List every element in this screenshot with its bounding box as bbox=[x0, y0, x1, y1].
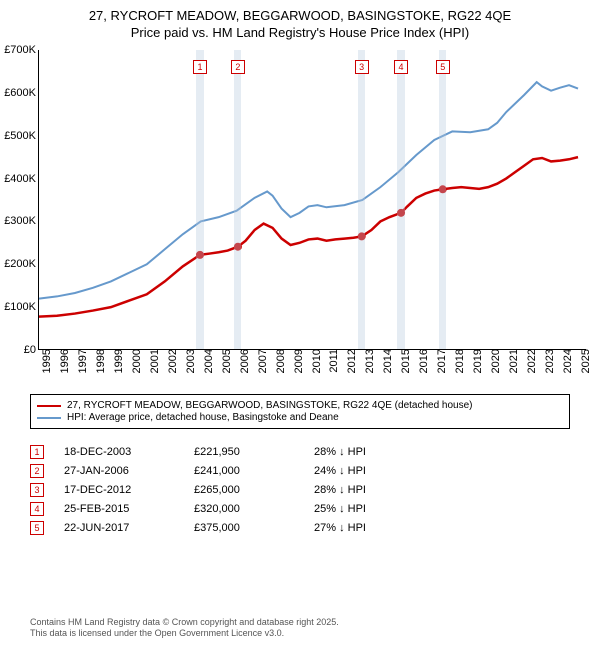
y-tick-label: £200K bbox=[4, 258, 39, 270]
marker-band bbox=[397, 50, 404, 349]
tx-delta: 28% ↓ HPI bbox=[314, 446, 434, 458]
tx-delta: 28% ↓ HPI bbox=[314, 484, 434, 496]
y-tick-label: £400K bbox=[4, 173, 39, 185]
x-tick-label: 1998 bbox=[93, 349, 107, 373]
tx-date: 27-JAN-2006 bbox=[64, 465, 194, 477]
title-line-2: Price paid vs. HM Land Registry's House … bbox=[0, 25, 600, 42]
title-line-1: 27, RYCROFT MEADOW, BEGGARWOOD, BASINGST… bbox=[0, 8, 600, 25]
x-tick-label: 2008 bbox=[273, 349, 287, 373]
tx-price: £265,000 bbox=[194, 484, 314, 496]
footer-attribution: Contains HM Land Registry data © Crown c… bbox=[30, 617, 339, 640]
legend-item-hpi: HPI: Average price, detached house, Basi… bbox=[37, 412, 563, 423]
tx-date: 17-DEC-2012 bbox=[64, 484, 194, 496]
x-tick-label: 2025 bbox=[578, 349, 592, 373]
tx-price: £320,000 bbox=[194, 503, 314, 515]
marker-box: 3 bbox=[355, 60, 369, 74]
tx-date: 18-DEC-2003 bbox=[64, 446, 194, 458]
marker-box: 2 bbox=[231, 60, 245, 74]
footer-line-2: This data is licensed under the Open Gov… bbox=[30, 628, 339, 640]
transaction-row: 5 22-JUN-2017£375,00027% ↓ HPI bbox=[30, 521, 570, 535]
x-tick-label: 2021 bbox=[506, 349, 520, 373]
tx-date: 22-JUN-2017 bbox=[64, 522, 194, 534]
y-tick-label: £300K bbox=[4, 215, 39, 227]
x-tick-label: 2012 bbox=[344, 349, 358, 373]
legend: 27, RYCROFT MEADOW, BEGGARWOOD, BASINGST… bbox=[30, 394, 570, 429]
x-tick-label: 2009 bbox=[291, 349, 305, 373]
tx-marker: 1 bbox=[30, 445, 44, 459]
legend-swatch-hpi bbox=[37, 417, 61, 419]
x-tick-label: 2015 bbox=[398, 349, 412, 373]
chart-title: 27, RYCROFT MEADOW, BEGGARWOOD, BASINGST… bbox=[0, 0, 600, 42]
x-tick-label: 2020 bbox=[488, 349, 502, 373]
x-tick-label: 2017 bbox=[434, 349, 448, 373]
marker-band bbox=[196, 50, 203, 349]
x-tick-label: 1995 bbox=[39, 349, 53, 373]
transaction-row: 4 25-FEB-2015£320,00025% ↓ HPI bbox=[30, 502, 570, 516]
tx-marker: 3 bbox=[30, 483, 44, 497]
marker-box: 5 bbox=[436, 60, 450, 74]
tx-price: £221,950 bbox=[194, 446, 314, 458]
x-tick-label: 2006 bbox=[237, 349, 251, 373]
marker-band bbox=[439, 50, 446, 349]
tx-marker: 2 bbox=[30, 464, 44, 478]
tx-price: £375,000 bbox=[194, 522, 314, 534]
series-property bbox=[39, 157, 578, 316]
legend-label-property: 27, RYCROFT MEADOW, BEGGARWOOD, BASINGST… bbox=[67, 400, 473, 411]
transaction-row: 1 18-DEC-2003£221,95028% ↓ HPI bbox=[30, 445, 570, 459]
x-tick-label: 2024 bbox=[560, 349, 574, 373]
x-tick-label: 2022 bbox=[524, 349, 538, 373]
tx-delta: 24% ↓ HPI bbox=[314, 465, 434, 477]
transaction-row: 2 27-JAN-2006£241,00024% ↓ HPI bbox=[30, 464, 570, 478]
x-tick-label: 2007 bbox=[255, 349, 269, 373]
x-tick-label: 2003 bbox=[183, 349, 197, 373]
x-tick-label: 2013 bbox=[362, 349, 376, 373]
x-tick-label: 1996 bbox=[57, 349, 71, 373]
marker-box: 4 bbox=[394, 60, 408, 74]
footer-line-1: Contains HM Land Registry data © Crown c… bbox=[30, 617, 339, 629]
marker-band bbox=[358, 50, 365, 349]
x-tick-label: 2014 bbox=[380, 349, 394, 373]
y-tick-label: £0 bbox=[24, 344, 39, 356]
x-tick-label: 2000 bbox=[129, 349, 143, 373]
x-tick-label: 2018 bbox=[452, 349, 466, 373]
x-tick-label: 2011 bbox=[326, 349, 340, 373]
legend-label-hpi: HPI: Average price, detached house, Basi… bbox=[67, 412, 339, 423]
x-tick-label: 2019 bbox=[470, 349, 484, 373]
marker-box: 1 bbox=[193, 60, 207, 74]
tx-marker: 4 bbox=[30, 502, 44, 516]
chart-plot-area: £0£100K£200K£300K£400K£500K£600K£700K199… bbox=[38, 50, 586, 350]
x-tick-label: 2016 bbox=[416, 349, 430, 373]
legend-item-property: 27, RYCROFT MEADOW, BEGGARWOOD, BASINGST… bbox=[37, 400, 563, 411]
tx-date: 25-FEB-2015 bbox=[64, 503, 194, 515]
x-tick-label: 2023 bbox=[542, 349, 556, 373]
tx-price: £241,000 bbox=[194, 465, 314, 477]
y-tick-label: £700K bbox=[4, 44, 39, 56]
chart-lines bbox=[39, 50, 586, 349]
legend-swatch-property bbox=[37, 405, 61, 407]
y-tick-label: £600K bbox=[4, 87, 39, 99]
x-tick-label: 2001 bbox=[147, 349, 161, 373]
x-tick-label: 2004 bbox=[201, 349, 215, 373]
x-tick-label: 2002 bbox=[165, 349, 179, 373]
y-tick-label: £500K bbox=[4, 130, 39, 142]
transaction-row: 3 17-DEC-2012£265,00028% ↓ HPI bbox=[30, 483, 570, 497]
tx-marker: 5 bbox=[30, 521, 44, 535]
y-tick-label: £100K bbox=[4, 301, 39, 313]
tx-delta: 25% ↓ HPI bbox=[314, 503, 434, 515]
tx-delta: 27% ↓ HPI bbox=[314, 522, 434, 534]
x-tick-label: 2010 bbox=[309, 349, 323, 373]
x-tick-label: 1997 bbox=[75, 349, 89, 373]
transaction-table: 118-DEC-2003£221,95028% ↓ HPI227-JAN-200… bbox=[30, 440, 570, 540]
x-tick-label: 2005 bbox=[219, 349, 233, 373]
marker-band bbox=[234, 50, 241, 349]
series-hpi bbox=[39, 82, 578, 298]
x-tick-label: 1999 bbox=[111, 349, 125, 373]
